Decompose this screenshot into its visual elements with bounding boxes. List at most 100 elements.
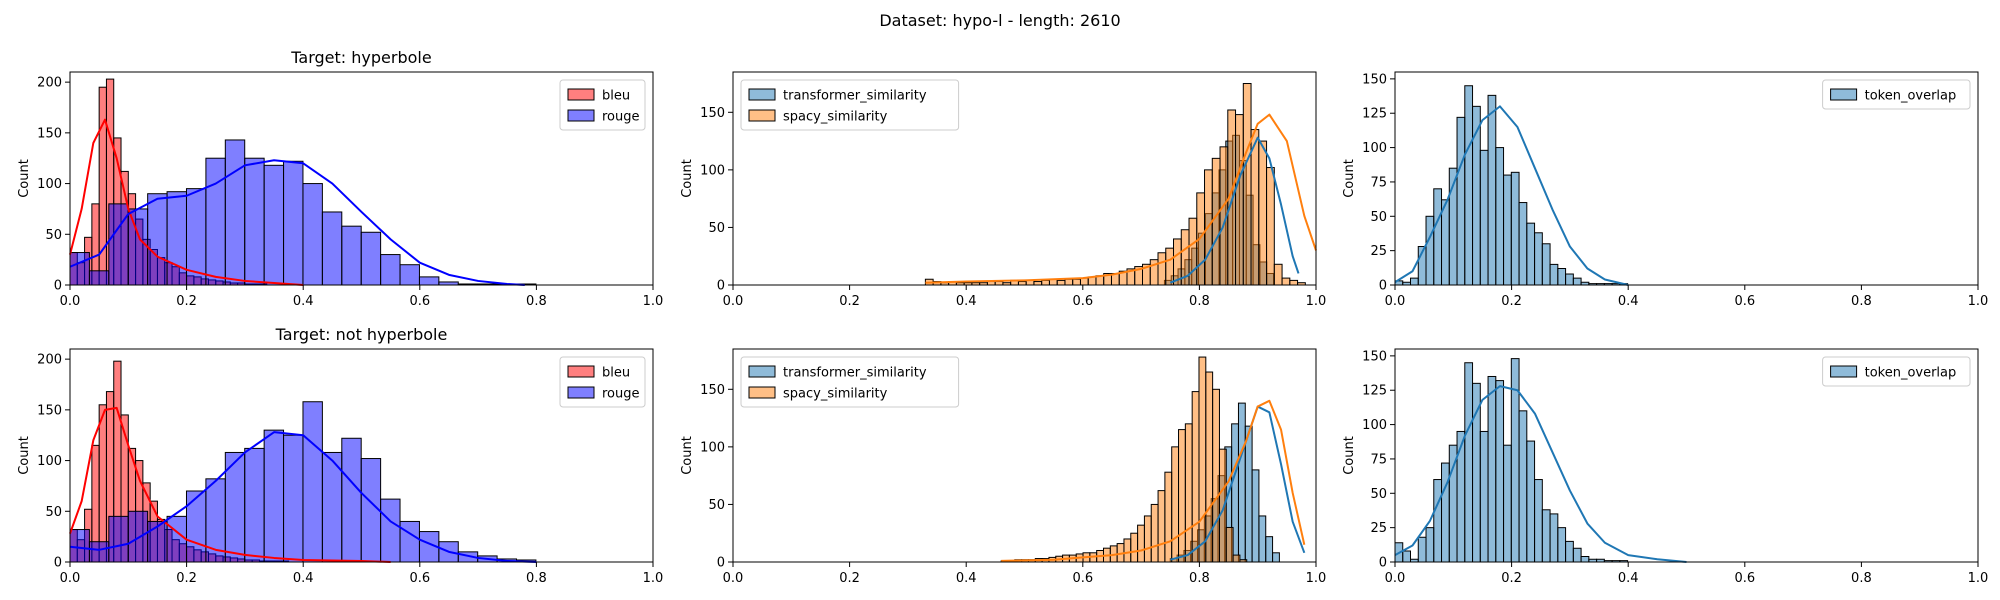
y-tick-label: 100 <box>700 163 725 178</box>
y-tick-label: 150 <box>700 106 725 121</box>
legend-frame <box>1822 79 1971 110</box>
hist-bar <box>108 203 129 286</box>
legend-entry-bleu: bleu <box>602 89 630 104</box>
x-tick-label: 0.0 <box>723 294 744 309</box>
hist-bar <box>1041 279 1050 286</box>
hist-bar <box>380 498 401 563</box>
y-axis-label: Count <box>17 159 32 198</box>
y-tick-label: 100 <box>1362 418 1387 433</box>
series-token_overlap-bars <box>1394 85 1629 286</box>
hist-bar <box>1487 375 1497 563</box>
series-rouge-bars <box>69 139 537 286</box>
x-tick-label: 0.4 <box>956 571 977 586</box>
hist-bar <box>399 264 420 286</box>
hist-bar <box>1171 446 1180 563</box>
hist-bar <box>994 281 1004 286</box>
hist-bar <box>1557 527 1567 563</box>
hist-bar <box>166 515 187 563</box>
x-tick-label: 0.4 <box>293 294 314 309</box>
histogram-panel-1: 0.0 0.2 0.4 0.6 0.8 1.0 0 50 100 150 200 Count Targe… <box>17 48 663 309</box>
hist-bar <box>1425 527 1435 563</box>
hist-bar <box>399 520 420 563</box>
x-tick-label: 1.0 <box>643 294 664 309</box>
hist-bar <box>1549 263 1559 286</box>
x-tick-label: 0.4 <box>293 571 314 586</box>
hist-bar <box>147 193 168 286</box>
hist-bar <box>127 208 149 286</box>
kde-line-spacy_similarity <box>925 113 1317 284</box>
legend-entry-spacy_similarity: spacy_similarity <box>783 110 888 125</box>
hist-bar <box>263 164 285 286</box>
legend-swatch-spacy_similarity <box>748 386 776 399</box>
hist-bar <box>1056 279 1066 286</box>
kde-line-spacy_similarity <box>1001 399 1306 562</box>
legend-swatch-rouge <box>567 109 595 122</box>
y-tick-label: 200 <box>37 353 62 368</box>
legend-swatch-token_overlap <box>1830 365 1858 378</box>
legend-frame <box>740 79 960 131</box>
y-tick-label: 75 <box>1370 175 1387 190</box>
hist-bar <box>205 157 226 286</box>
x-tick-label: 0.8 <box>1851 571 1872 586</box>
hist-bar <box>1232 554 1241 563</box>
x-tick-label: 0.8 <box>1189 294 1210 309</box>
legend: transformer_similarity spacy_similarity <box>740 79 960 131</box>
x-tick-label: 0.2 <box>176 294 197 309</box>
series-spacy_similarity-bars <box>924 83 1306 286</box>
y-tick-label: 0 <box>1379 556 1387 571</box>
x-tick-label: 0.8 <box>526 294 547 309</box>
x-tick-label: 1.0 <box>1968 571 1989 586</box>
y-tick-label: 100 <box>37 454 62 469</box>
hist-bar <box>1165 247 1175 286</box>
hist-bar <box>360 458 382 563</box>
legend-swatch-bleu <box>567 365 595 378</box>
hist-bar <box>127 510 149 563</box>
hist-bar <box>302 401 323 563</box>
hist-bar <box>1143 515 1152 563</box>
hist-bar <box>1433 188 1443 286</box>
legend-entry-spacy_similarity: spacy_similarity <box>783 387 888 402</box>
hist-bar <box>88 541 110 563</box>
hist-bar <box>1212 388 1220 563</box>
hist-bar <box>1518 202 1528 286</box>
y-tick-label: 100 <box>700 440 725 455</box>
x-tick-label: 0.2 <box>1501 571 1522 586</box>
kde-line-bleu <box>69 406 391 563</box>
hist-bar <box>360 231 382 286</box>
x-tick-label: 0.8 <box>1189 571 1210 586</box>
x-tick-label: 1.0 <box>1306 294 1327 309</box>
y-tick-label: 0 <box>717 279 725 294</box>
y-tick-label: 150 <box>37 403 62 418</box>
legend-swatch-token_overlap <box>1830 88 1858 101</box>
panel-title: Target: hyperbole <box>290 48 431 67</box>
x-tick-label: 1.0 <box>1968 294 1989 309</box>
hist-bar <box>1242 83 1252 286</box>
kde-line-bleu <box>69 118 304 286</box>
legend: transformer_similarity spacy_similarity <box>740 356 960 408</box>
histogram-panel-4: 0.0 0.2 0.4 0.6 0.8 1.0 0 50 100 150 200 Count Targe… <box>17 325 663 586</box>
hist-bar <box>1402 550 1411 563</box>
x-tick-label: 0.2 <box>1501 294 1522 309</box>
legend-swatch-transformer_similarity <box>748 365 776 378</box>
figure-suptitle: Dataset: hypo-l - length: 2610 <box>879 11 1120 30</box>
legend: token_overlap <box>1822 79 1971 110</box>
hist-bar <box>1150 503 1159 563</box>
x-tick-label: 0.0 <box>1385 294 1406 309</box>
y-tick-label: 0 <box>54 556 62 571</box>
axes-frame <box>732 348 1317 563</box>
x-tick-label: 0.4 <box>1618 571 1639 586</box>
hist-bar <box>1557 268 1567 286</box>
hist-bar <box>1244 425 1253 563</box>
legend-frame <box>740 356 960 408</box>
hist-bar <box>1518 410 1528 563</box>
hist-bar <box>244 447 265 563</box>
legend-entry-token_overlap: token_overlap <box>1865 89 1957 104</box>
x-tick-label: 0.6 <box>409 571 430 586</box>
hist-bar <box>1191 391 1200 563</box>
legend: bleu rouge <box>559 356 646 408</box>
legend-entry-rouge: rouge <box>602 387 640 402</box>
hist-bar <box>1479 149 1489 286</box>
hist-bar <box>1534 232 1543 286</box>
hist-bar <box>1157 490 1166 563</box>
y-tick-label: 100 <box>1362 141 1387 156</box>
